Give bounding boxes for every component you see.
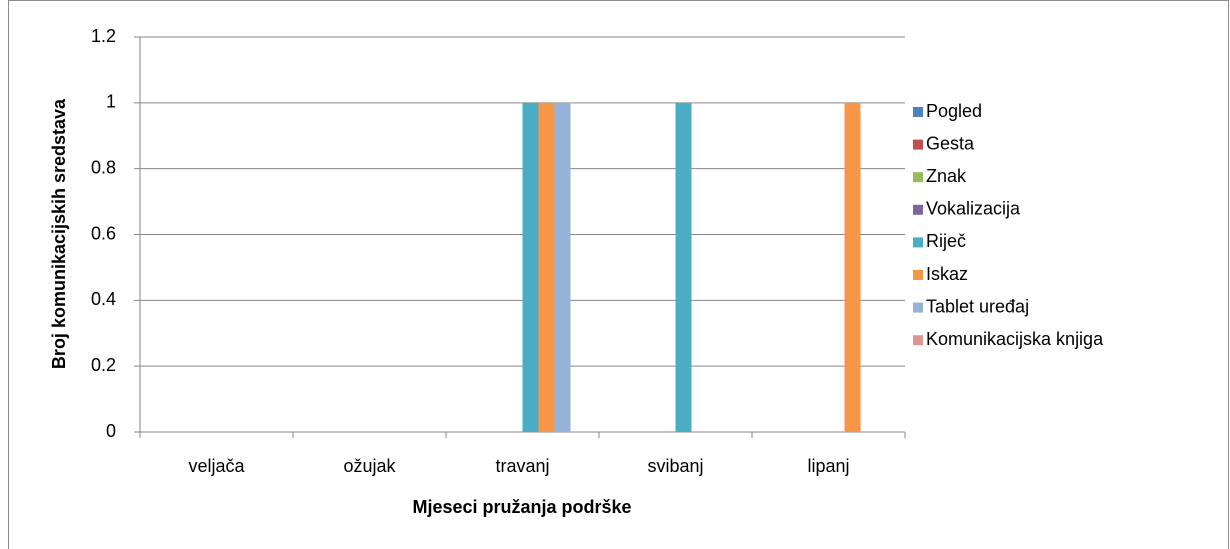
legend-label: Komunikacijska knjiga <box>926 329 1104 349</box>
bar <box>522 102 539 432</box>
legend-swatch <box>913 335 923 346</box>
legend-swatch <box>913 270 923 280</box>
y-tick-label: 0.8 <box>91 157 116 177</box>
x-tick-label: lipanj <box>807 456 849 476</box>
legend-label: Pogled <box>926 101 982 121</box>
x-tick-label: travanj <box>495 456 549 476</box>
legend-swatch <box>913 237 923 248</box>
y-axis-label: Broj komunikacijskih sredstava <box>49 98 69 369</box>
x-tick-label: ožujak <box>343 456 396 476</box>
x-tick-label: svibanj <box>647 456 703 476</box>
chart-frame <box>8 0 1229 549</box>
legend-swatch <box>913 204 923 215</box>
y-tick-label: 0 <box>106 421 116 441</box>
bar <box>538 102 555 432</box>
legend-label: Gesta <box>926 133 975 153</box>
y-tick-label: 1 <box>106 92 116 112</box>
legend-label: Riječ <box>926 231 966 251</box>
bar <box>675 102 692 432</box>
legend-swatch <box>913 107 923 117</box>
legend-label: Znak <box>926 166 967 186</box>
legend-label: Iskaz <box>926 264 968 284</box>
legend-swatch <box>913 302 923 313</box>
x-tick-label: veljača <box>188 456 245 476</box>
x-axis-label: Mjeseci pružanja podrške <box>412 497 631 517</box>
y-tick-label: 0.2 <box>91 355 116 375</box>
legend-swatch <box>913 139 923 150</box>
legend-label: Vokalizacija <box>926 199 1021 219</box>
legend-label: Tablet uređaj <box>926 296 1029 316</box>
bar <box>844 102 861 432</box>
y-tick-label: 0.4 <box>91 289 116 309</box>
y-tick-label: 1.2 <box>91 26 116 46</box>
bar <box>554 102 571 432</box>
y-tick-label: 0.6 <box>91 223 116 243</box>
legend-swatch <box>913 172 923 183</box>
